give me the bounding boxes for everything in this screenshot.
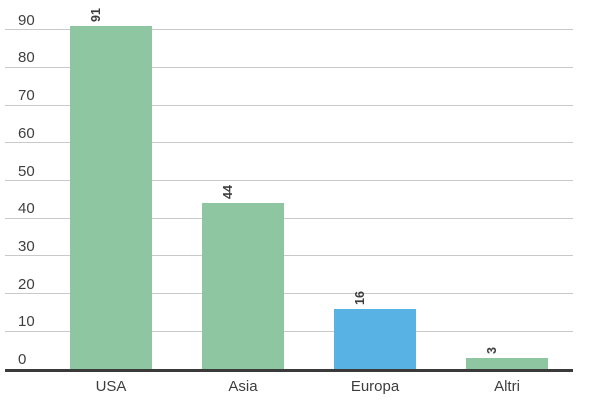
gridline-y20 [5, 293, 573, 295]
y-tick-label-30: 30 [18, 237, 35, 255]
y-tick-label-20: 20 [18, 275, 35, 293]
gridline-y40 [5, 217, 573, 219]
x-axis-label-europa: Europa [350, 378, 400, 395]
gridline-y60 [5, 142, 573, 144]
y-tick-label-60: 60 [18, 124, 35, 142]
bar-europa[interactable] [334, 308, 416, 369]
y-tick-label-40: 40 [18, 200, 35, 218]
gridline-y90 [5, 29, 573, 31]
y-tick-label-90: 90 [18, 11, 35, 29]
x-axis-line [5, 368, 573, 372]
y-tick-label-80: 80 [18, 49, 35, 67]
y-tick-label-0: 0 [18, 351, 27, 368]
gridline-y50 [5, 180, 573, 181]
gridline-y70 [5, 104, 573, 106]
gridline-y10 [5, 330, 573, 332]
bar-value-label-altri: 3 [484, 346, 499, 354]
y-tick-label-10: 10 [18, 313, 35, 331]
bar-asia[interactable] [202, 203, 284, 369]
x-axis-label-asia: Asia [228, 378, 258, 395]
bar-value-label-usa: 91 [88, 7, 103, 22]
bar-value-label-europa: 16 [352, 290, 367, 305]
x-axis-label-usa: USA [95, 378, 127, 395]
x-axis-label-altri: Altri [494, 378, 520, 395]
y-tick-label-50: 50 [18, 162, 35, 180]
y-tick-label-70: 70 [18, 87, 35, 104]
gridline-y80 [5, 66, 573, 68]
gridline-y30 [5, 255, 573, 257]
bar-value-label-asia: 44 [220, 185, 235, 200]
bar-usa[interactable] [70, 25, 152, 369]
bar-altri[interactable] [466, 357, 548, 369]
